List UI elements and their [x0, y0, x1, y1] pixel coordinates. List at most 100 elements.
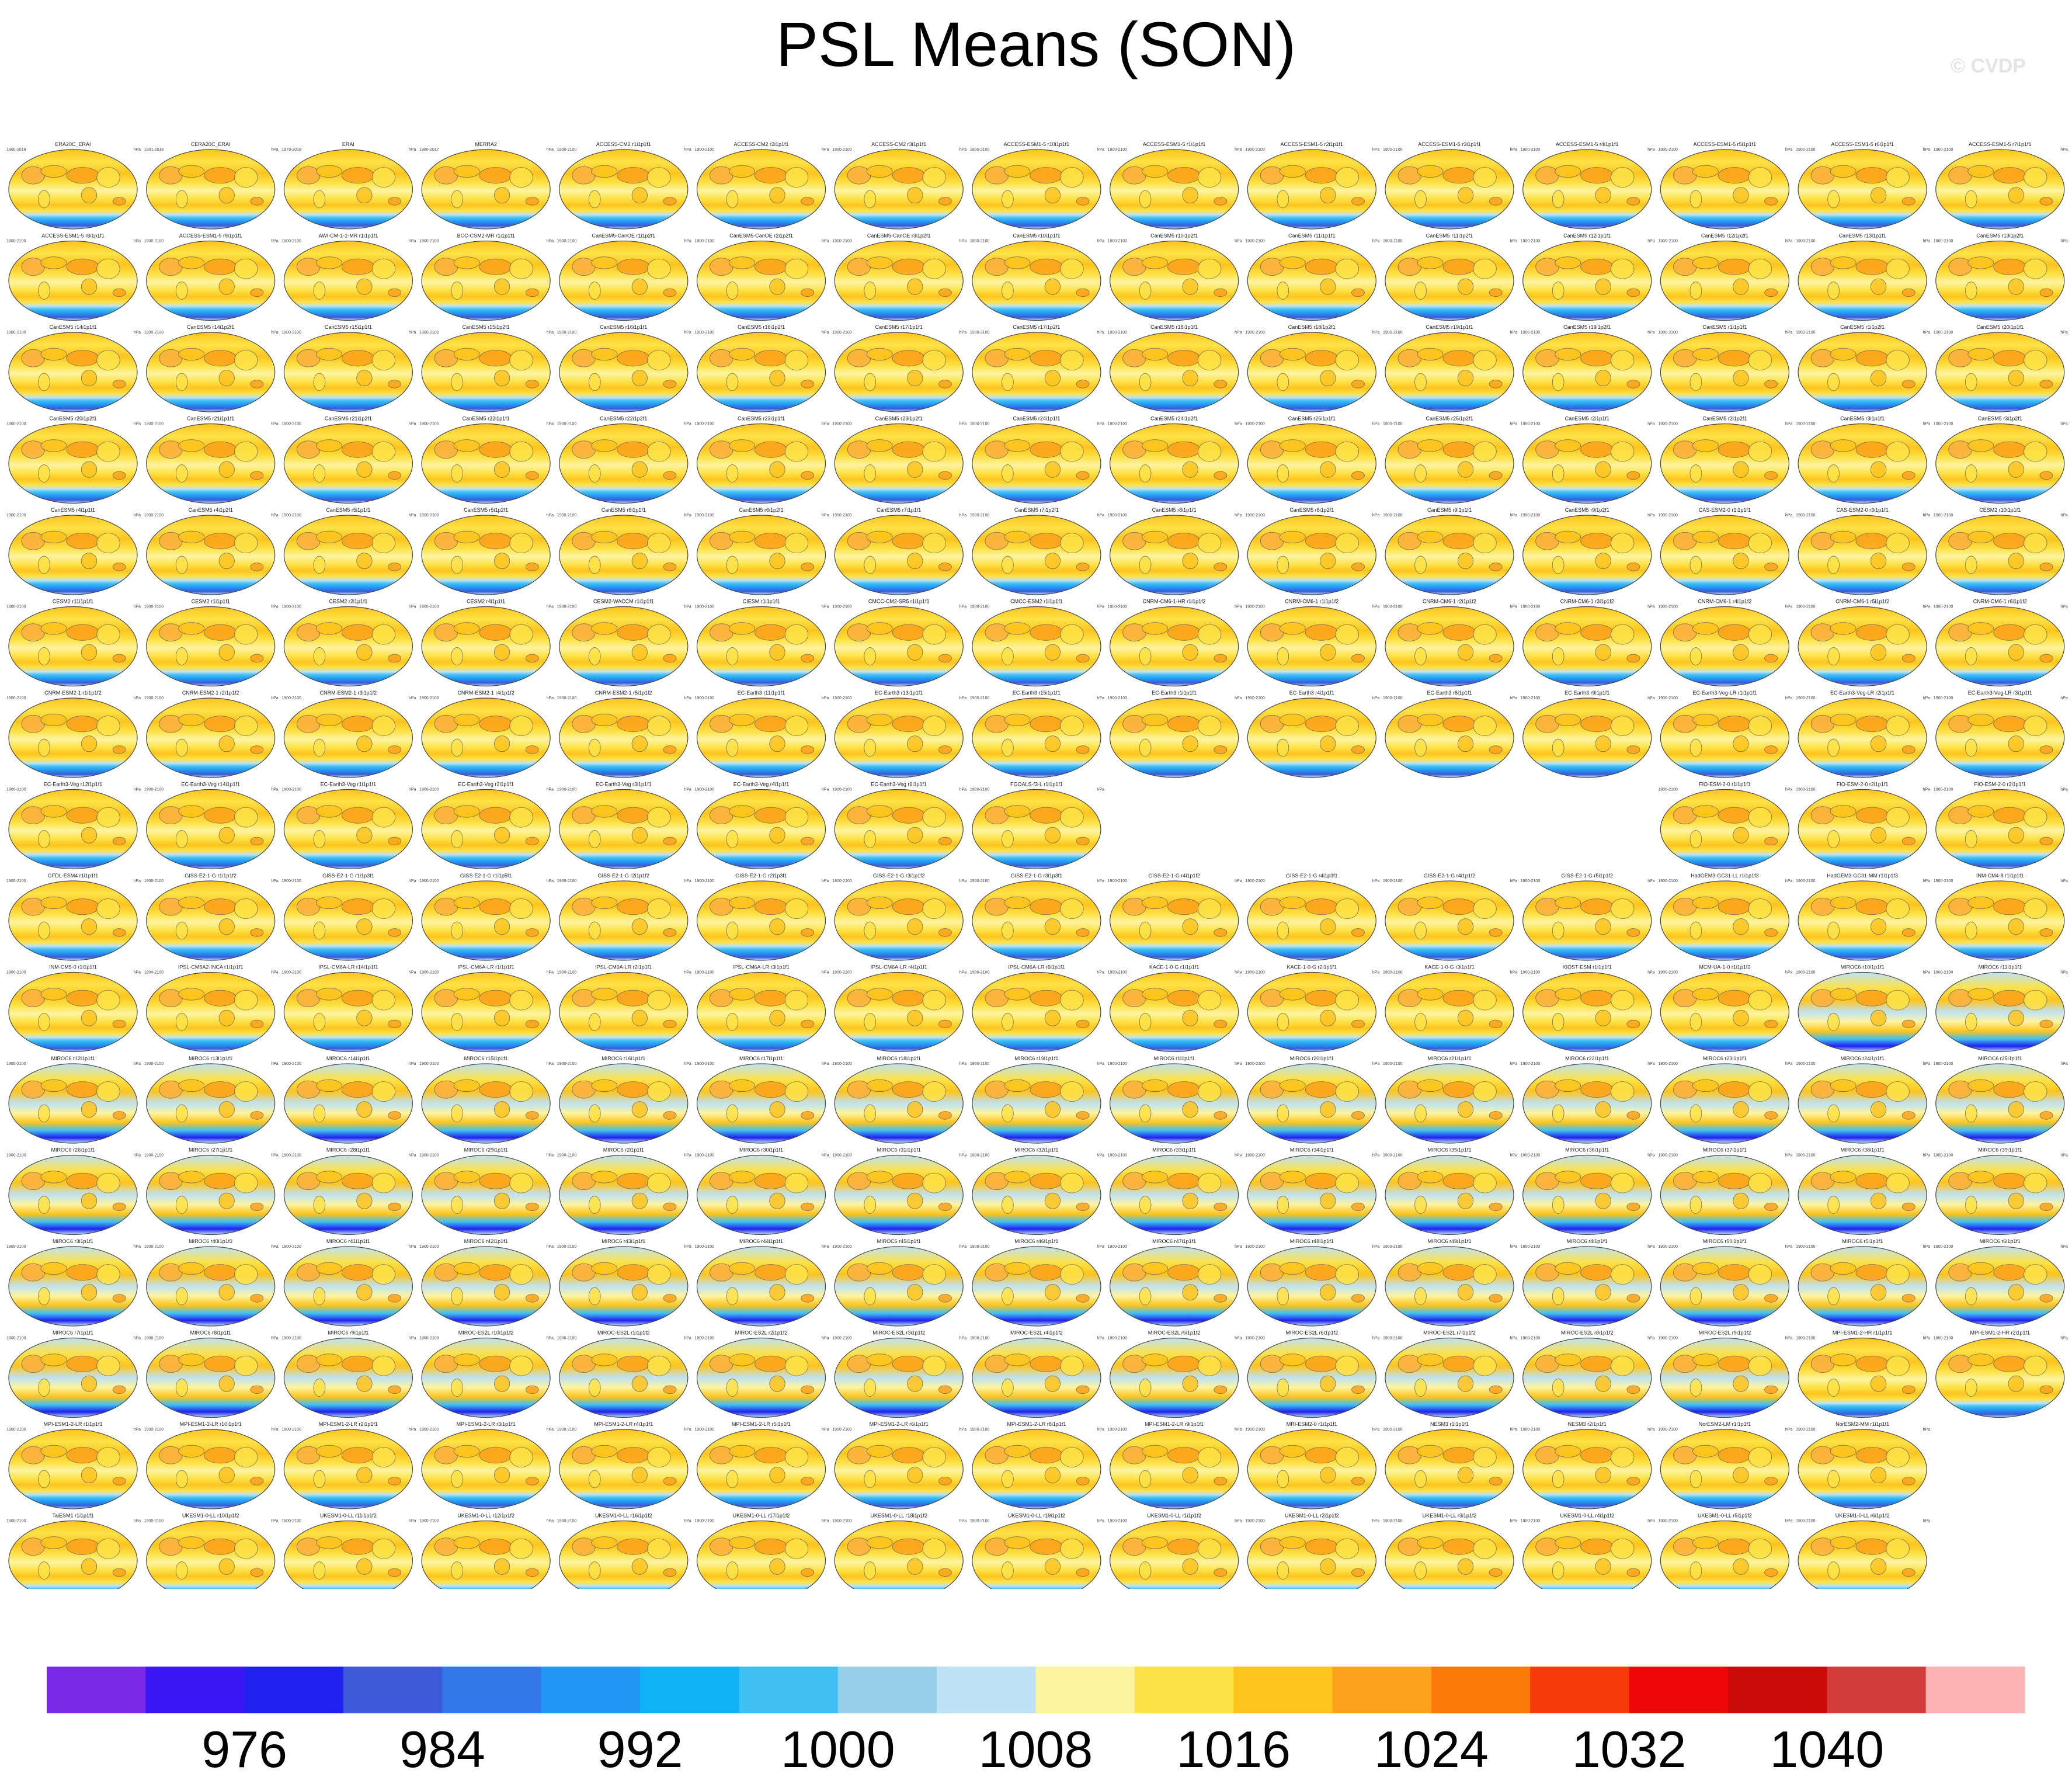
panel-years: 1900-2100: [970, 788, 990, 792]
psl-field: [1935, 424, 2064, 504]
panel-title: EC-Earth3 r13i1p1f1: [875, 690, 923, 696]
continents: [1122, 1079, 1228, 1123]
continents: [21, 1262, 126, 1306]
psl-field: [835, 1064, 964, 1143]
map-panel: UKESM1-0-LL r12i1p1f2 1900-2100 hPa: [419, 1513, 554, 1589]
panel-title: EC-Earth3-Veg r2i1p1f1: [458, 782, 514, 787]
map-panel: CanESM5 r11i1p1f1 1900-2100 hPa: [1245, 233, 1379, 321]
continents: [1122, 988, 1228, 1031]
map-panel: GISS-E2-1-G r2i1p3f1 1900-2100 hPa: [695, 873, 829, 961]
panel-title: MIROC-ES2L r6i1p1f2: [1285, 1330, 1338, 1336]
panel-years: 1900-2100: [832, 971, 852, 975]
psl-field: [697, 1155, 826, 1235]
psl-field: [972, 1521, 1101, 1589]
panel-units: hPa: [409, 788, 416, 792]
panel-years: 1900-2100: [1108, 879, 1128, 883]
continents: [159, 622, 264, 665]
panel-title: KACE-1-0-G r1i1p1f1: [1149, 964, 1200, 970]
colorbar-swatch: [640, 1667, 739, 1713]
panel-years: 1900-2100: [281, 513, 301, 518]
panel-years: 1900-2100: [1796, 1337, 1816, 1341]
psl-field: [559, 972, 688, 1052]
psl-field: [9, 332, 137, 412]
panel-years: 1900-2100: [1245, 1519, 1265, 1523]
panel-title: CanESM5 r8i1p1f1: [1152, 507, 1197, 513]
map-panel: GISS-E2-1-G r1i1p5f1 1900-2100 hPa: [419, 873, 554, 961]
panel-title: CanESM5 r11i1p2f1: [1426, 233, 1473, 239]
psl-field: [422, 332, 551, 412]
panel-years: 1900-2100: [695, 1428, 715, 1432]
map-panel: CanESM5 r6i1p1f1 1900-2100 hPa: [557, 507, 691, 595]
panel-years: 1900-2100: [1383, 1519, 1403, 1523]
map-panel: MIROC6 r9i1p1f1 1900-2100 hPa: [281, 1330, 416, 1418]
continents: [1260, 1353, 1365, 1397]
panel-years: 1900-2100: [1245, 1428, 1265, 1432]
panel-years: 1900-2100: [557, 1062, 577, 1066]
map-panel: ACCESS-CM2 r1i1p1f1 1900-2100 hPa: [557, 141, 691, 230]
colorbar-swatch: [937, 1667, 1036, 1713]
continents: [1260, 896, 1365, 940]
panel-units: hPa: [1510, 1245, 1518, 1249]
psl-field: [1522, 241, 1652, 321]
panel-units: hPa: [822, 1519, 829, 1523]
panel-units: hPa: [1235, 1062, 1242, 1066]
colorbar-swatch: [343, 1667, 443, 1713]
panel-years: 1900-2100: [1796, 971, 1816, 975]
panel-units: hPa: [1372, 1428, 1380, 1432]
panel-years: 1900-2100: [419, 513, 439, 518]
panel-units: hPa: [684, 605, 691, 609]
panel-title: ACCESS-ESM1-5 r5i1p1f1: [1694, 141, 1757, 147]
panel-title: IPSL-CM6A-LR r1i1p1f1: [458, 964, 514, 970]
panel-years: 1900-2100: [144, 1519, 164, 1523]
continents: [1673, 1171, 1778, 1214]
panel-years: 1900-2100: [557, 696, 577, 700]
panel-units: hPa: [547, 513, 554, 518]
map-panel: IPSL-CM6A-LR r14i1p1f1 1900-2100 hPa: [281, 964, 416, 1053]
panel-years: 1900-2100: [1108, 1337, 1128, 1341]
panel-units: hPa: [1235, 148, 1242, 152]
panel-title: CNRM-CM6-1 r4i1p1f2: [1698, 599, 1751, 605]
continents: [1535, 1262, 1640, 1306]
panel-years: 1900-2100: [1521, 513, 1541, 518]
panel-years: 1900-2100: [144, 331, 164, 335]
psl-field: [422, 698, 551, 778]
map-panel: CanESM5 r6i1p2f1 1900-2100 hPa: [695, 507, 829, 595]
panel-title: KACE-1-0-G r2i1p1f1: [1287, 964, 1337, 970]
continents: [985, 805, 1090, 848]
psl-field: [1660, 1338, 1789, 1418]
panel-years: 1900-2100: [1108, 513, 1128, 518]
panel-units: hPa: [547, 1154, 554, 1158]
map-panel: MPI-ESM1-2-HR r1i1p1f1 1900-2100 hPa: [1796, 1330, 1930, 1418]
psl-field: [1110, 1155, 1239, 1235]
panel-years: 1900-2100: [281, 1062, 301, 1066]
panel-title: GISS-E2-1-G r1i1p1f2: [185, 873, 237, 879]
psl-field: [972, 241, 1101, 321]
continents: [847, 805, 952, 848]
panel-title: CESM2 r4i1p1f1: [467, 599, 505, 605]
continents: [710, 1445, 815, 1488]
panel-years: 1900-2100: [1245, 240, 1265, 244]
map-panel: EC-Earth3 r13i1p1f1 1900-2100 hPa: [832, 690, 967, 778]
continents: [297, 256, 401, 300]
psl-field: [972, 1064, 1101, 1143]
map-panel: MIROC6 r14i1p1f1 1900-2100 hPa: [281, 1056, 416, 1144]
psl-field: [1935, 1338, 2064, 1418]
panel-years: 1900-2100: [970, 422, 990, 426]
panel-title: ACCESS-CM2 r2i1p1f1: [733, 141, 788, 147]
panel-units: hPa: [1097, 331, 1104, 335]
continents: [1673, 805, 1778, 848]
psl-field: [1110, 515, 1239, 595]
map-panel: IPSL-CM6A-LR r4i1p1f1 1900-2100 hPa: [832, 964, 967, 1053]
continents: [1122, 439, 1228, 483]
map-panel: EC-Earth3-Veg-LR r1i1p1f1 1900-2100 hPa: [1658, 690, 1792, 778]
colorbar-swatch: [244, 1667, 344, 1713]
panel-years: 1900-2100: [6, 605, 26, 609]
continents: [1260, 439, 1365, 483]
psl-field: [1385, 515, 1514, 595]
psl-field: [284, 1155, 413, 1235]
panel-units: hPa: [1235, 605, 1242, 609]
panel-years: 1900-2100: [695, 422, 715, 426]
psl-field: [1247, 1338, 1376, 1418]
continents: [297, 348, 401, 391]
panel-years: 1900-2100: [1383, 422, 1403, 426]
